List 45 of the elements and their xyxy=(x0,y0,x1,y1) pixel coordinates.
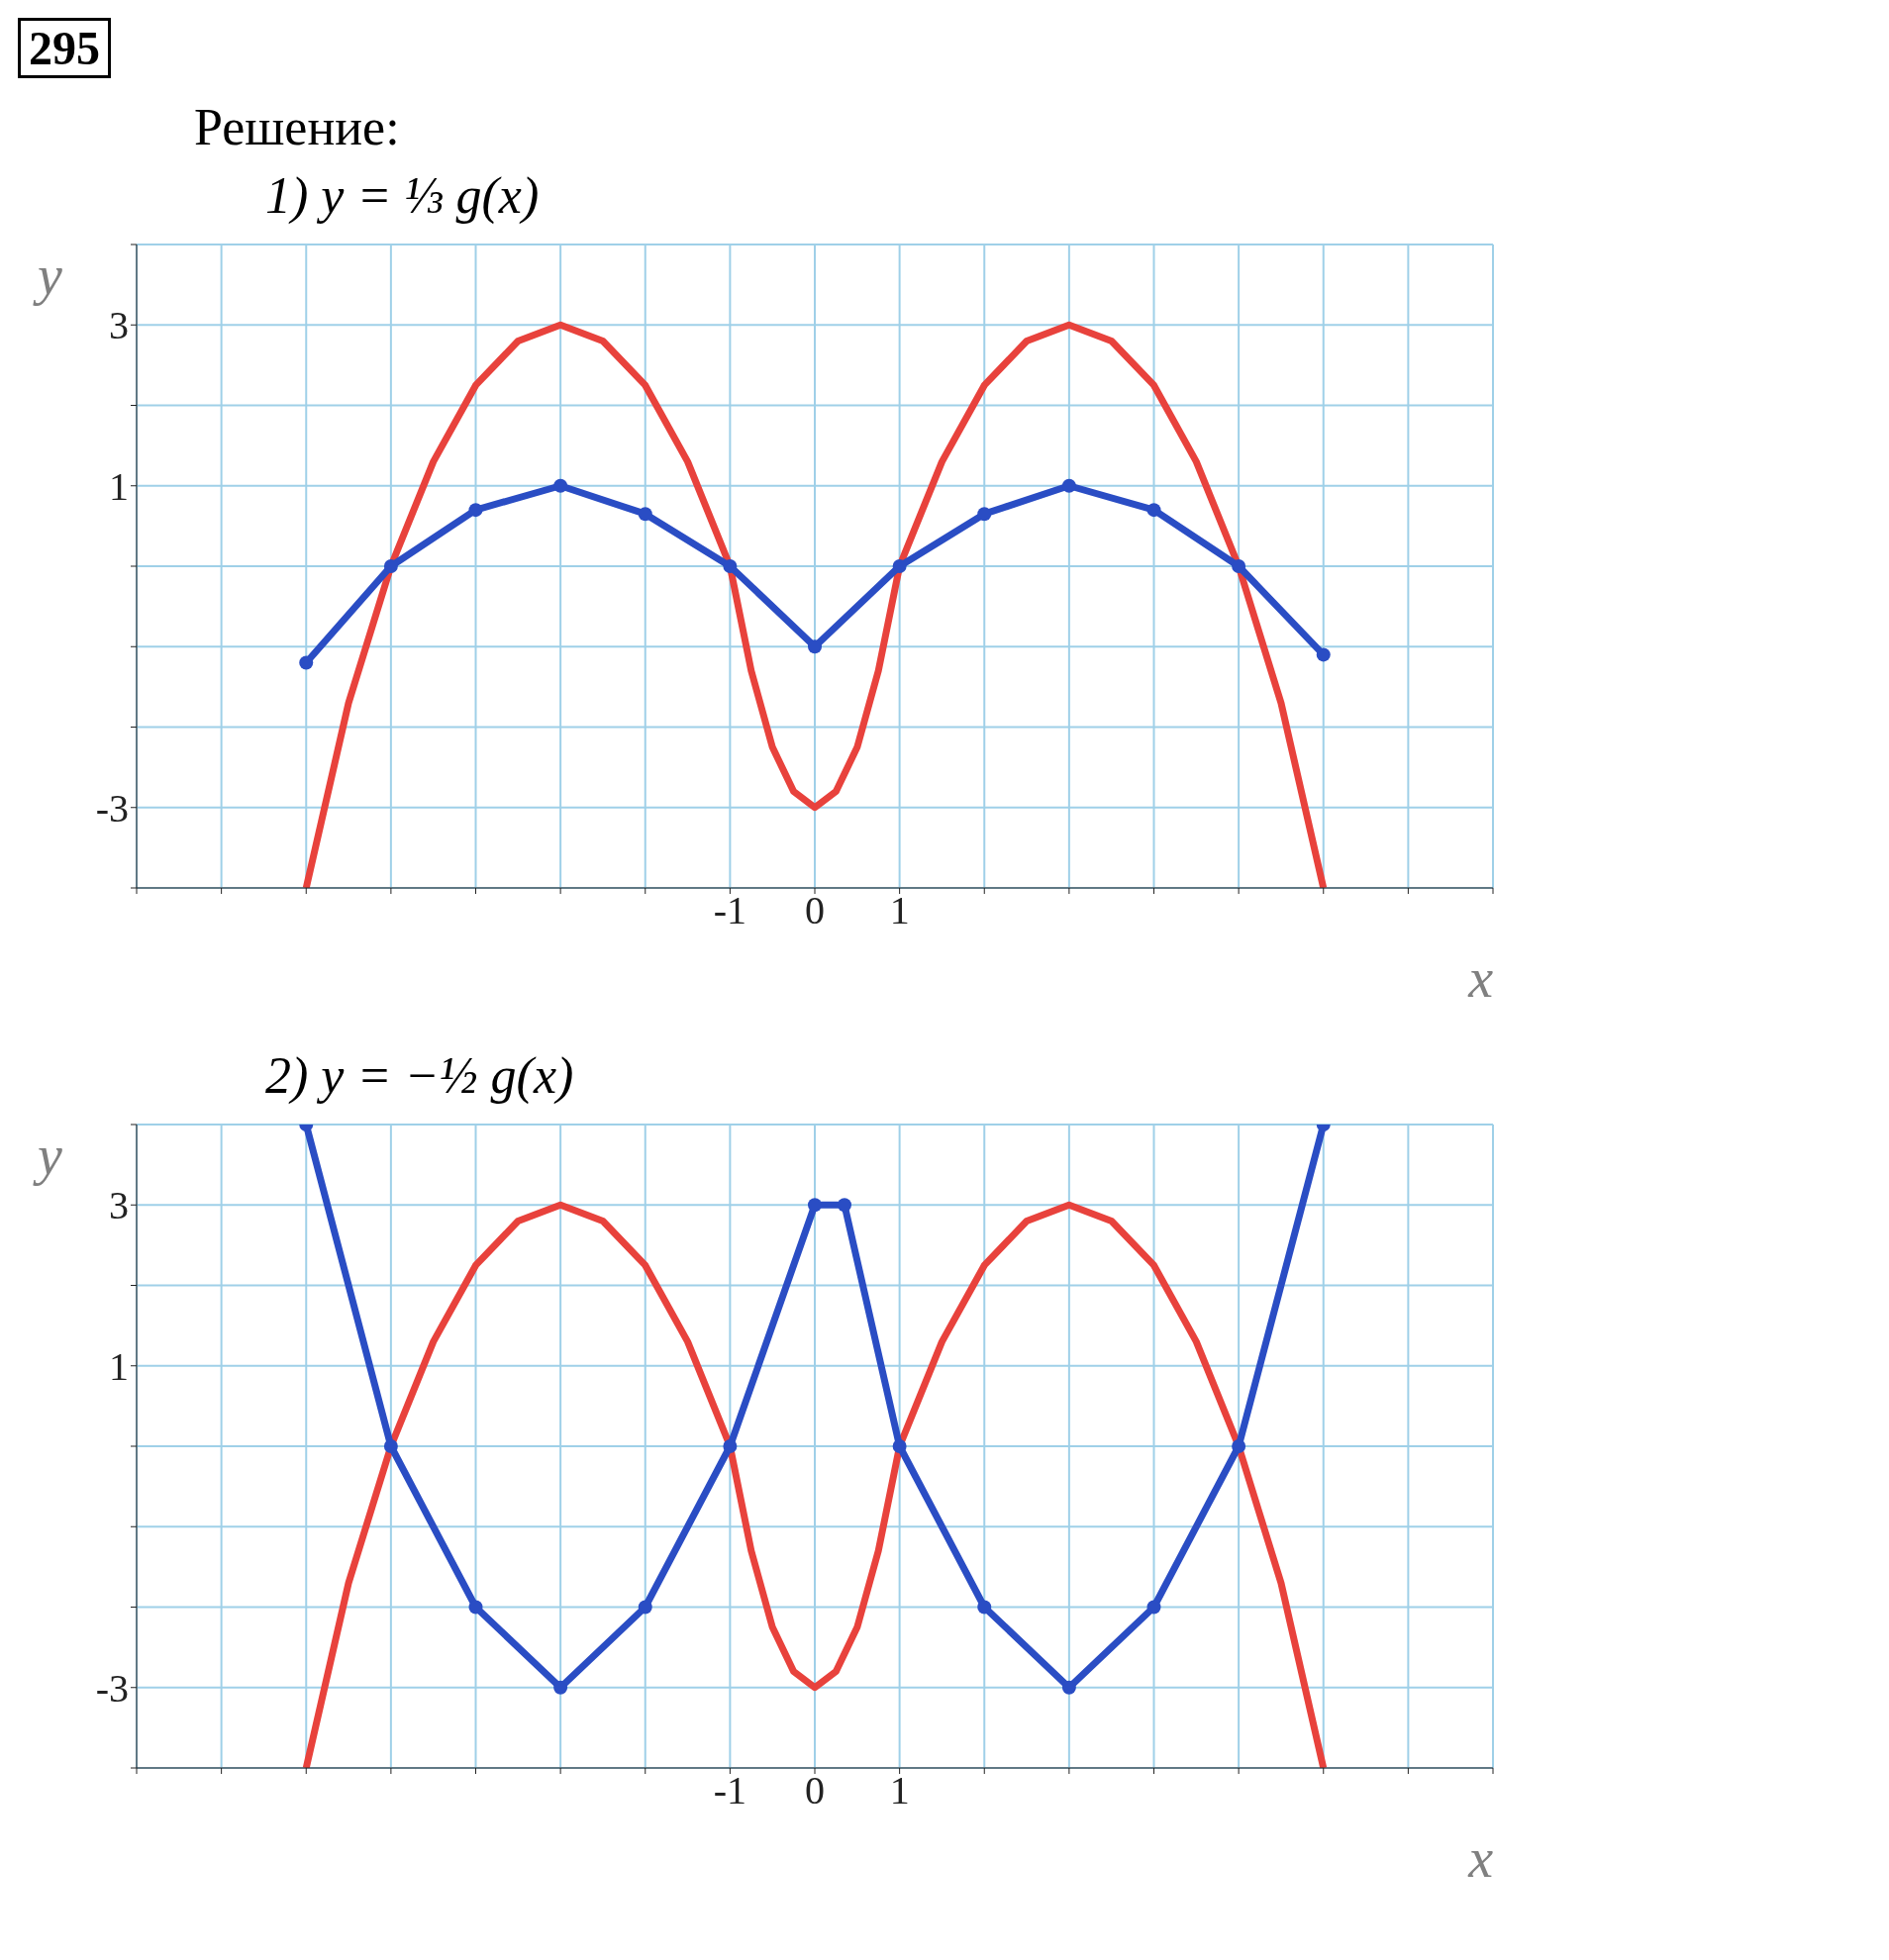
point xyxy=(553,478,568,493)
x-axis-title: x xyxy=(1467,947,1494,1009)
y-tick-label: -3 xyxy=(95,785,129,831)
y-tick-label: 1 xyxy=(109,463,129,509)
point xyxy=(1232,1439,1246,1453)
x-tick-label: 0 xyxy=(805,1768,825,1813)
point xyxy=(1061,478,1076,493)
x-tick-label: 1 xyxy=(889,888,910,933)
text: Решение: xyxy=(193,98,401,156)
x-tick-label: -1 xyxy=(713,888,747,933)
x-tick-label: -1 xyxy=(713,1768,747,1813)
y-tick-label: 1 xyxy=(109,1343,129,1389)
text: 295 xyxy=(18,18,111,78)
y-tick-label: 3 xyxy=(109,303,129,348)
point xyxy=(1316,647,1331,662)
point xyxy=(977,1600,992,1615)
point xyxy=(1146,1600,1161,1615)
y-tick-label: -3 xyxy=(95,1665,129,1711)
point xyxy=(299,655,314,670)
point xyxy=(553,1680,568,1695)
point xyxy=(1061,1680,1076,1695)
y-axis-title: y xyxy=(33,1124,62,1186)
point xyxy=(1232,559,1246,573)
y-axis-title: y xyxy=(33,244,62,306)
point xyxy=(1146,503,1161,518)
point xyxy=(723,1439,738,1453)
x-tick-label: 1 xyxy=(889,1768,910,1813)
point xyxy=(837,1198,851,1213)
point xyxy=(892,1439,907,1453)
point xyxy=(383,559,398,573)
point xyxy=(638,1600,652,1615)
point xyxy=(808,1198,822,1213)
y-tick-label: 3 xyxy=(109,1183,129,1228)
point xyxy=(892,559,907,573)
point xyxy=(638,507,652,522)
point xyxy=(468,1600,483,1615)
point xyxy=(383,1439,398,1453)
x-tick-label: 0 xyxy=(805,888,825,933)
point xyxy=(723,559,738,573)
x-axis-title: x xyxy=(1467,1827,1494,1889)
point xyxy=(808,639,822,654)
chart-title: 2) y = −½ g(x) xyxy=(265,1046,575,1105)
point xyxy=(468,503,483,518)
chart-title: 1) y = ⅓ g(x) xyxy=(265,166,541,225)
point xyxy=(977,507,992,522)
